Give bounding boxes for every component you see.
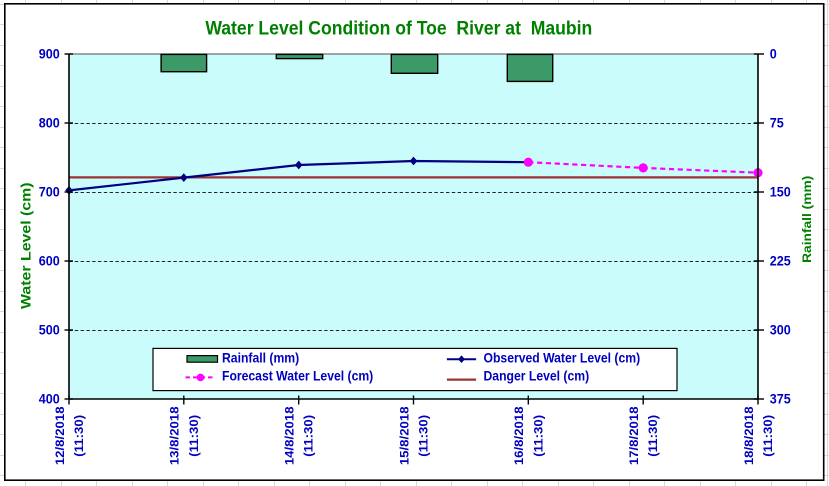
svg-text:(11:30): (11:30) bbox=[73, 415, 86, 457]
svg-text:Rainfall (mm): Rainfall (mm) bbox=[800, 176, 814, 263]
svg-text:(11:30): (11:30) bbox=[762, 415, 775, 457]
svg-text:(11:30): (11:30) bbox=[187, 415, 200, 457]
svg-text:400: 400 bbox=[39, 391, 60, 407]
svg-text:300: 300 bbox=[770, 322, 791, 338]
svg-text:Water Level Condition of Toe: Water Level Condition of Toe River at Ma… bbox=[205, 17, 592, 39]
svg-text:17/8/2018: 17/8/2018 bbox=[628, 406, 641, 465]
svg-text:500: 500 bbox=[39, 322, 60, 338]
svg-text:13/8/2018: 13/8/2018 bbox=[168, 406, 181, 465]
svg-text:0: 0 bbox=[770, 46, 777, 62]
svg-text:(11:30): (11:30) bbox=[532, 415, 545, 457]
svg-text:14/8/2018: 14/8/2018 bbox=[283, 406, 296, 465]
svg-text:700: 700 bbox=[39, 184, 60, 200]
svg-text:12/8/2018: 12/8/2018 bbox=[53, 406, 66, 465]
svg-text:150: 150 bbox=[770, 184, 791, 200]
svg-text:(11:30): (11:30) bbox=[417, 415, 430, 457]
svg-text:225: 225 bbox=[770, 253, 792, 269]
svg-text:Rainfall (mm): Rainfall (mm) bbox=[222, 350, 299, 366]
svg-text:900: 900 bbox=[39, 46, 60, 62]
svg-text:Water Level (cm): Water Level (cm) bbox=[18, 182, 34, 309]
svg-text:(11:30): (11:30) bbox=[647, 415, 660, 457]
svg-text:Danger Level (cm): Danger Level (cm) bbox=[484, 368, 590, 384]
svg-text:375: 375 bbox=[770, 391, 792, 407]
svg-text:800: 800 bbox=[39, 115, 60, 131]
svg-text:Observed Water Level (cm): Observed Water Level (cm) bbox=[484, 350, 641, 366]
svg-text:18/8/2018: 18/8/2018 bbox=[742, 406, 755, 465]
svg-text:16/8/2018: 16/8/2018 bbox=[513, 406, 526, 465]
svg-text:15/8/2018: 15/8/2018 bbox=[398, 406, 411, 465]
svg-text:600: 600 bbox=[39, 253, 60, 269]
svg-text:Forecast Water Level (cm): Forecast Water Level (cm) bbox=[222, 368, 373, 384]
svg-text:(11:30): (11:30) bbox=[302, 415, 315, 457]
svg-text:75: 75 bbox=[770, 115, 785, 131]
